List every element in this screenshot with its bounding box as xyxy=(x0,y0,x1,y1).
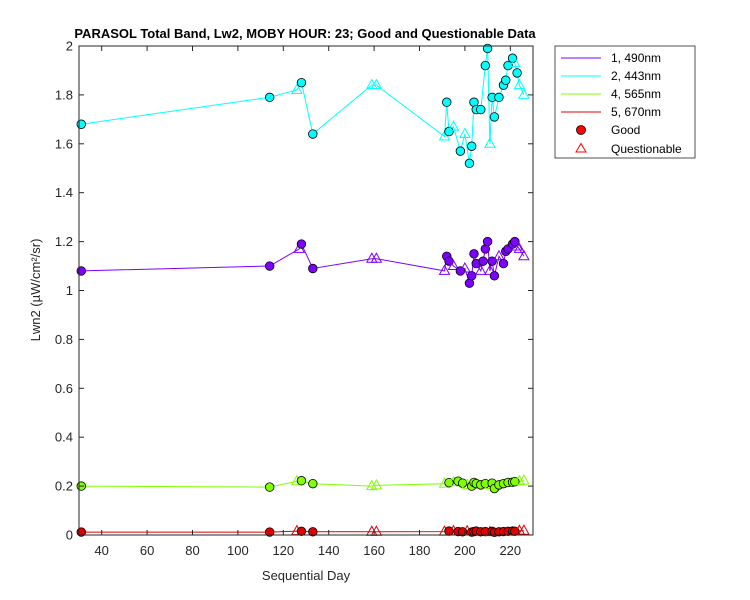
y-tick-label: 0.8 xyxy=(55,332,73,347)
good-data-point xyxy=(308,129,318,139)
good-data-point xyxy=(464,158,475,169)
questionable-data-point xyxy=(511,239,523,251)
y-tick-label: 0.6 xyxy=(55,381,73,396)
x-tick-label: 160 xyxy=(363,543,385,558)
good-data-point xyxy=(512,68,522,78)
legend-box xyxy=(554,45,696,159)
questionable-data-point xyxy=(518,88,530,99)
questionable-data-point xyxy=(370,478,383,490)
questionable-data-point xyxy=(447,259,460,270)
x-tick-label: 140 xyxy=(318,543,340,558)
questionable-data-point xyxy=(513,474,526,486)
x-tick-label: 200 xyxy=(454,543,476,558)
questionable-data-point xyxy=(508,56,521,68)
questionable-data-point xyxy=(438,264,451,275)
good-data-point xyxy=(480,60,491,71)
legend-label-good: Good xyxy=(611,123,640,137)
good-data-point xyxy=(442,97,452,107)
good-data-point xyxy=(264,482,275,492)
y-tick-label: 1.4 xyxy=(55,185,73,200)
y-axis-ticks: 0 0.2 0.4 0.6 0.8 1 1.2 1.4 1.6 1.8 2 xyxy=(55,39,533,543)
questionable-data-point xyxy=(370,78,383,90)
y-tick-label: 1 xyxy=(66,283,73,298)
questionable-data-point xyxy=(459,261,471,273)
y-tick-label: 1.8 xyxy=(55,87,73,102)
good-data-point xyxy=(501,75,511,85)
good-data-point xyxy=(478,256,488,266)
questionable-data-point xyxy=(513,242,526,253)
legend-label-565nm: 4, 565nm xyxy=(611,87,661,101)
y-tick-label: 0 xyxy=(66,528,73,543)
questionable-data-point xyxy=(370,252,383,263)
questionable-data-point xyxy=(518,524,530,535)
questionable-data-point xyxy=(518,473,530,485)
good-data-point xyxy=(444,126,454,137)
good-data-point xyxy=(482,236,493,247)
good-data-point xyxy=(467,141,477,151)
legend-label-490nm: 1, 490nm xyxy=(611,51,661,65)
y-axis-label: Lwn2 (µW/cm²/sr) xyxy=(28,239,43,342)
good-data-point xyxy=(296,77,307,88)
legend: 1, 490nm 2, 443nm 4, 565nm 5, 670nm Good… xyxy=(554,45,696,159)
y-tick-label: 0.4 xyxy=(55,430,73,445)
x-tick-label: 80 xyxy=(185,543,199,558)
good-data-point xyxy=(482,43,493,54)
good-data-point xyxy=(467,271,477,281)
legend-questionable-marker-icon xyxy=(575,142,587,153)
questionable-data-point xyxy=(518,249,530,261)
good-data-point xyxy=(264,92,275,103)
good-data-point xyxy=(489,271,500,281)
good-data-point xyxy=(498,258,509,269)
y-tick-label: 0.2 xyxy=(55,479,73,494)
questionable-data-point xyxy=(459,127,471,138)
good-data-point xyxy=(264,261,275,271)
x-tick-label: 220 xyxy=(499,543,521,558)
x-axis-ticks: 40 60 80 100 120 140 160 180 200 220 xyxy=(94,46,521,558)
good-data-point xyxy=(494,92,504,103)
good-data-point xyxy=(455,146,466,156)
questionable-data-point xyxy=(474,264,487,275)
questionable-data-point xyxy=(484,137,496,148)
y-tick-label: 1.6 xyxy=(55,136,73,151)
good-data-point xyxy=(296,476,307,486)
good-data-point xyxy=(503,60,513,71)
y-tick-label: 2 xyxy=(66,39,73,54)
plot-area xyxy=(79,46,533,535)
x-tick-label: 40 xyxy=(94,543,108,558)
good-data-point xyxy=(308,527,318,537)
legend-label-questionable: Questionable xyxy=(611,142,682,156)
questionable-data-point xyxy=(493,249,505,261)
good-data-point xyxy=(489,112,500,122)
good-data-point xyxy=(469,249,479,259)
x-tick-label: 60 xyxy=(140,543,154,558)
legend-label-670nm: 5, 670nm xyxy=(611,105,661,119)
good-data-point xyxy=(308,263,318,274)
x-tick-label: 120 xyxy=(272,543,294,558)
legend-label-443nm: 2, 443nm xyxy=(611,69,661,83)
good-data-point xyxy=(76,266,86,276)
good-data-point xyxy=(296,239,307,249)
good-data-point xyxy=(308,478,318,489)
questionable-data-point xyxy=(291,83,303,94)
x-tick-label: 100 xyxy=(227,543,249,558)
marker-layer xyxy=(76,43,530,538)
good-data-point xyxy=(76,119,86,129)
good-data-point xyxy=(264,527,275,537)
legend-good-marker-icon xyxy=(576,125,586,135)
questionable-data-point xyxy=(513,78,526,90)
y-tick-label: 1.2 xyxy=(55,234,73,249)
good-data-point xyxy=(476,104,486,115)
chart-title: PARASOL Total Band, Lw2, MOBY HOUR: 23; … xyxy=(74,26,536,41)
x-axis-label: Sequential Day xyxy=(262,568,351,583)
x-tick-label: 180 xyxy=(409,543,431,558)
questionable-data-point xyxy=(484,264,496,275)
questionable-data-point xyxy=(365,479,378,491)
questionable-data-point xyxy=(447,120,460,131)
good-data-point xyxy=(296,526,307,537)
